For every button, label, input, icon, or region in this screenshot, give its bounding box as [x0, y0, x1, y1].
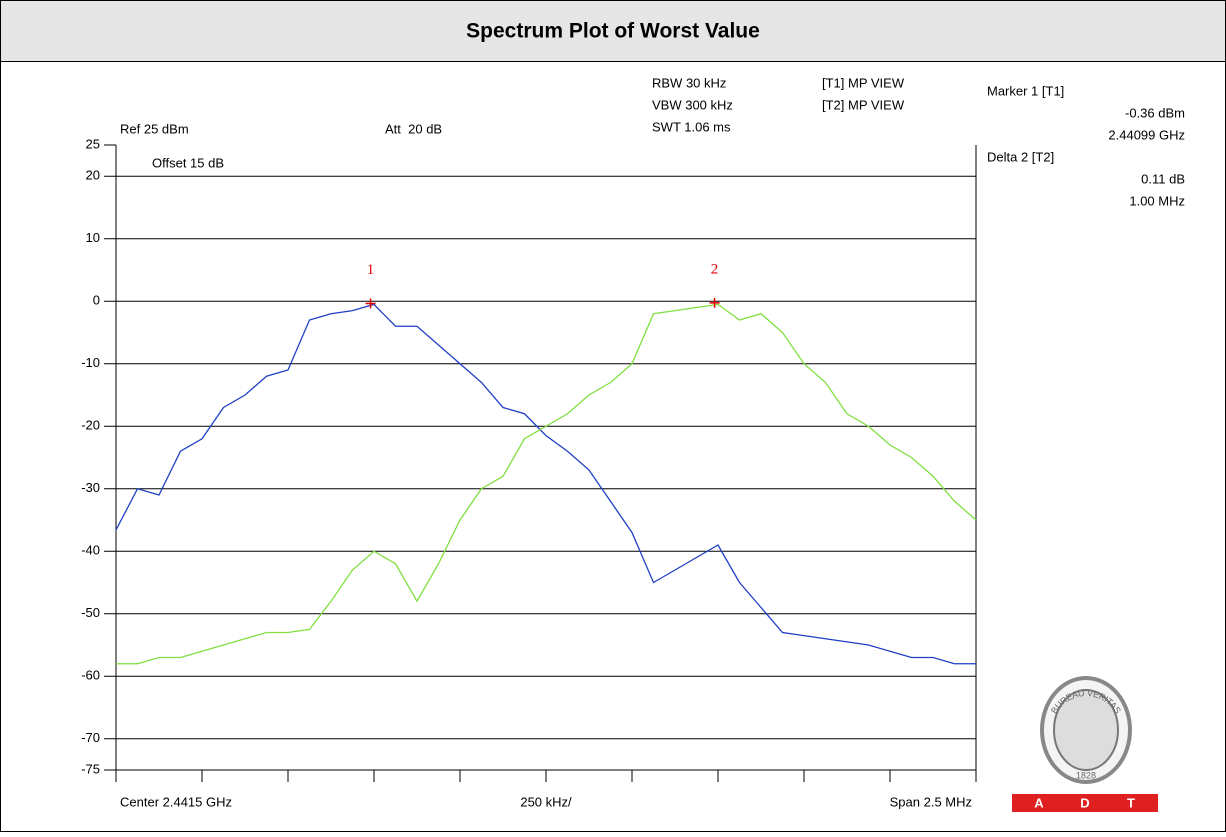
title-bar — [0, 0, 1226, 62]
swt: SWT 1.06 ms — [652, 119, 731, 134]
delta2-freq: 1.00 MHz — [1129, 193, 1185, 208]
logo-year: 1828 — [1076, 770, 1096, 780]
span: Span 2.5 MHz — [890, 794, 972, 809]
trace — [116, 303, 977, 665]
y-tick-label: -75 — [81, 761, 100, 776]
y-tick-label: 20 — [86, 168, 100, 183]
logo-inner — [1053, 689, 1119, 771]
y-tick-label: 0 — [93, 293, 100, 308]
logo-letter: A — [1034, 795, 1044, 810]
logo-letter: T — [1127, 795, 1135, 810]
y-tick-label: -60 — [81, 668, 100, 683]
logo-bar — [1012, 794, 1158, 812]
y-tick-label: -30 — [81, 480, 100, 495]
logo-letter: D — [1080, 795, 1089, 810]
marker — [709, 297, 720, 308]
vbw: VBW 300 kHz — [652, 97, 733, 112]
trace1-mode: [T1] MP VIEW — [822, 75, 905, 90]
y-tick-label: 10 — [86, 230, 100, 245]
marker-label: 1 — [367, 262, 375, 278]
y-tick-label: 25 — [86, 136, 100, 151]
delta2-title: Delta 2 [T2] — [987, 149, 1054, 164]
marker — [365, 298, 376, 309]
attenuation: Att 20 dB — [385, 121, 442, 136]
delta2-level: 0.11 dB — [1141, 171, 1185, 186]
per-division: 250 kHz/ — [520, 794, 572, 809]
rbw: RBW 30 kHz — [652, 75, 726, 90]
marker1-level: -0.36 dBm — [1125, 105, 1185, 120]
marker-label: 2 — [711, 261, 719, 277]
ref-level: Ref 25 dBm — [120, 121, 189, 136]
trace2-mode: [T2] MP VIEW — [822, 97, 905, 112]
y-tick-label: -40 — [81, 543, 100, 558]
marker1-title: Marker 1 [T1] — [987, 83, 1064, 98]
chart-title: Spectrum Plot of Worst Value — [466, 20, 760, 43]
center-freq: Center 2.4415 GHz — [120, 794, 232, 809]
marker1-freq: 2.44099 GHz — [1108, 127, 1185, 142]
y-tick-label: -10 — [81, 355, 100, 370]
logo: BUREAU VERITAS 1828 A D T — [1012, 676, 1158, 812]
y-tick-label: -50 — [81, 605, 100, 620]
y-tick-label: -20 — [81, 418, 100, 433]
y-tick-label: -70 — [81, 730, 100, 745]
offset: Offset 15 dB — [152, 155, 224, 170]
trace — [115, 303, 976, 665]
